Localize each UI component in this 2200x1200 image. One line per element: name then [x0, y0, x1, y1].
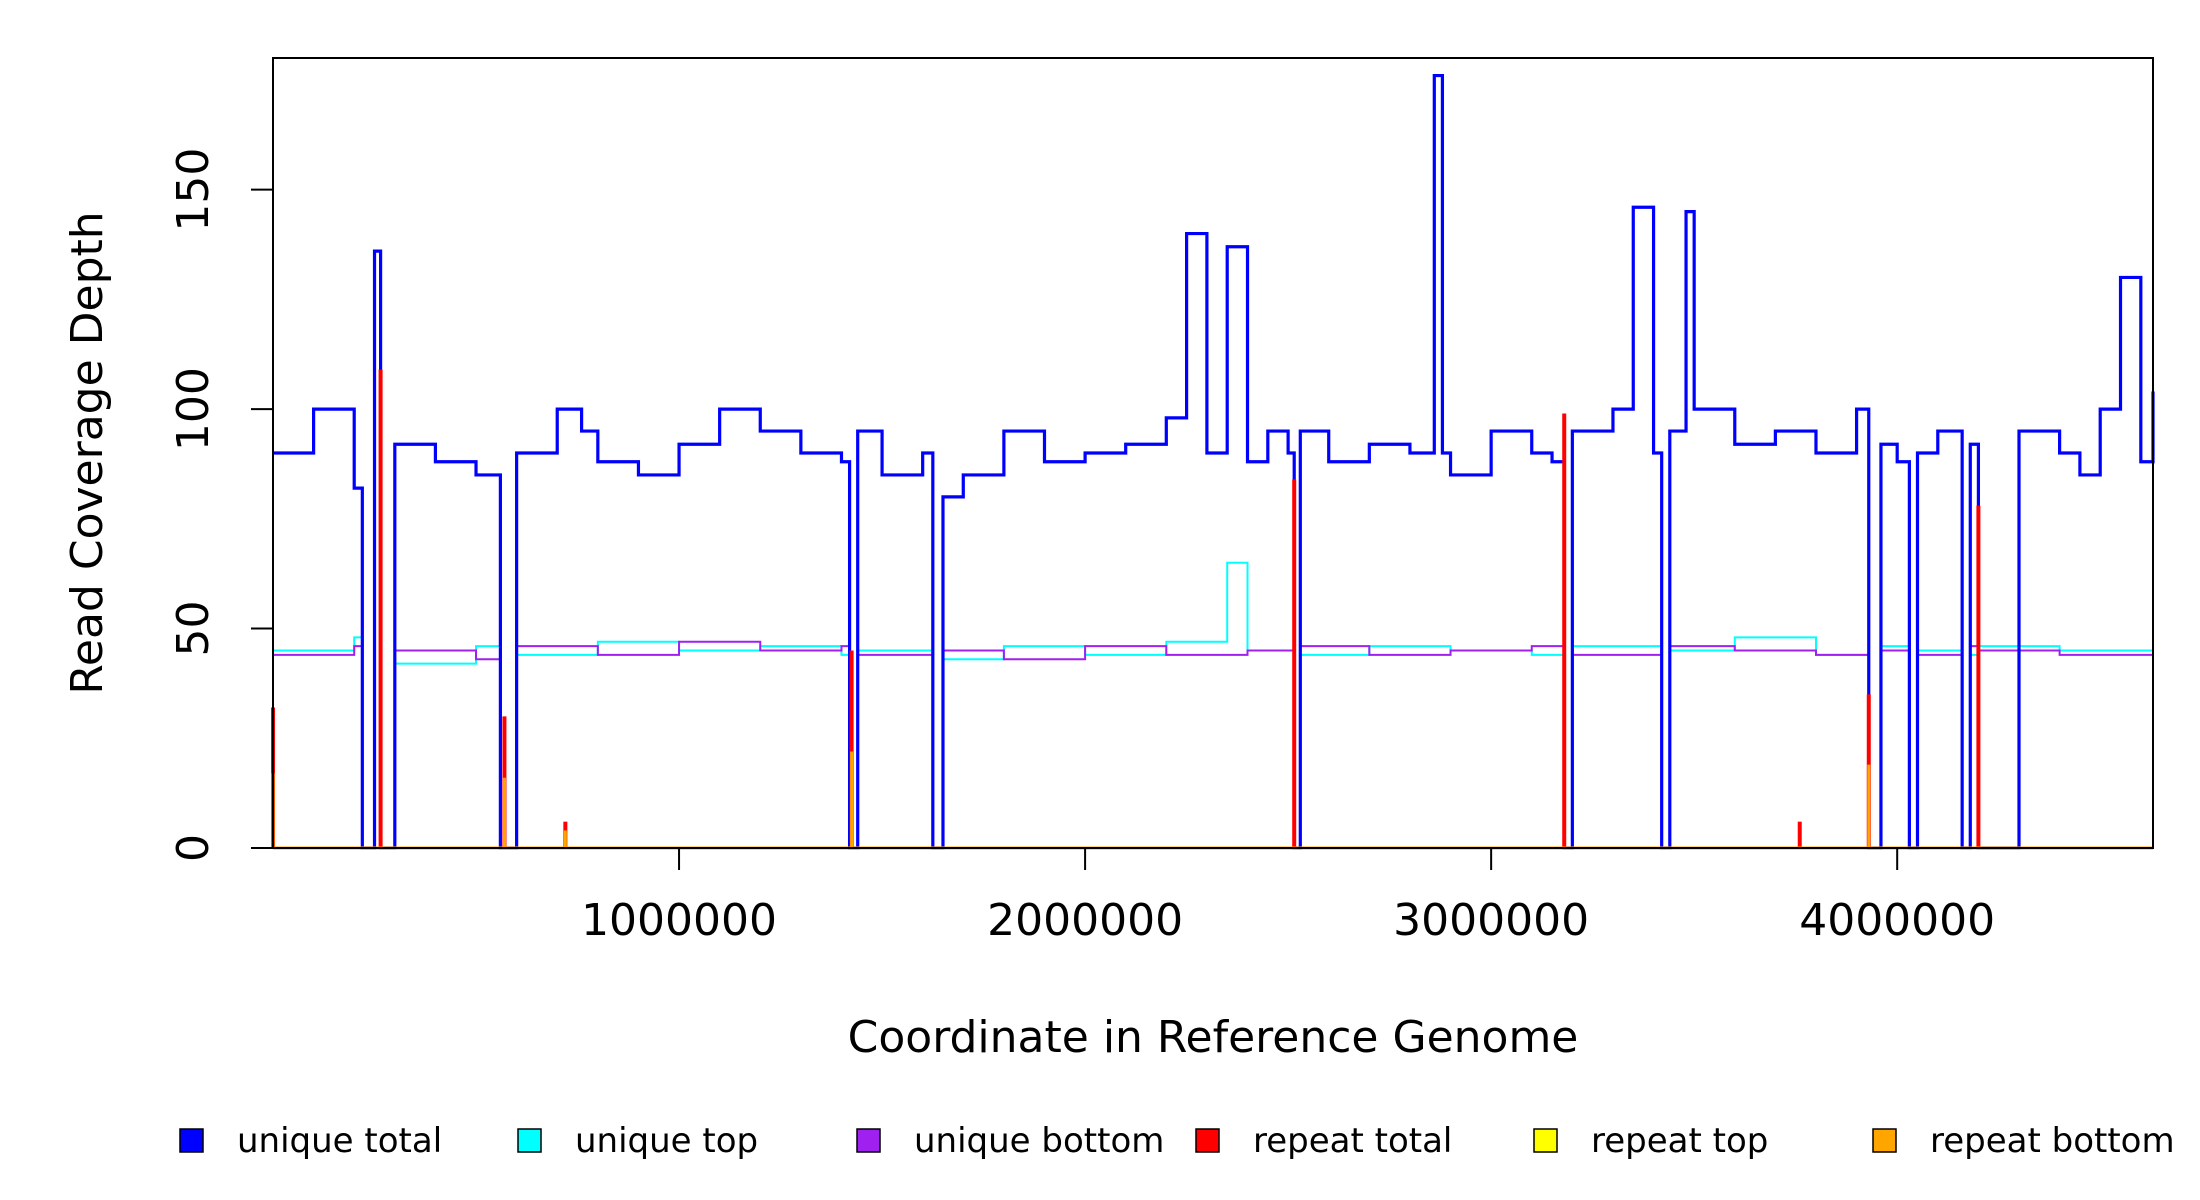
legend-swatch-unique-top	[517, 1128, 542, 1153]
legend: unique total unique top unique bottom repea…	[179, 1121, 2175, 1161]
legend-label-repeat-total: repeat total	[1253, 1121, 1452, 1161]
series-layer	[271, 73, 2155, 850]
legend-swatch-repeat-top	[1533, 1128, 1558, 1153]
legend-swatch-repeat-total	[1195, 1128, 1220, 1153]
y-axis-title: Read Coverage Depth	[62, 211, 113, 694]
unique-total-series	[273, 73, 2155, 850]
legend-swatch-unique-bottom	[856, 1128, 881, 1153]
legend-swatch-repeat-bottom	[1872, 1128, 1897, 1153]
x-tick-label: 3000000	[1393, 895, 1589, 946]
y-tick-label: 50	[168, 601, 219, 657]
x-tick-label: 4000000	[1799, 895, 1995, 946]
x-tick-label: 2000000	[987, 895, 1183, 946]
legend-label-repeat-top: repeat top	[1591, 1121, 1768, 1161]
unique-bottom-series	[273, 640, 2154, 849]
y-tick-label: 150	[168, 148, 219, 232]
legend-label-unique-total: unique total	[237, 1121, 442, 1161]
legend-label-unique-top: unique top	[575, 1121, 758, 1161]
legend-swatch-unique-total	[179, 1128, 204, 1153]
unique-top-series	[273, 561, 2154, 849]
legend-label-unique-bottom: unique bottom	[914, 1121, 1164, 1161]
y-tick-label: 100	[168, 367, 219, 451]
y-tick-label: 0	[168, 834, 219, 862]
x-tick-label: 1000000	[581, 895, 777, 946]
x-axis-title: Coordinate in Reference Genome	[848, 1012, 1579, 1063]
axes-layer: 1000000 2000000 3000000 4000000 0 50 100 150	[168, 148, 1995, 946]
legend-label-repeat-bottom: repeat bottom	[1930, 1121, 2175, 1161]
